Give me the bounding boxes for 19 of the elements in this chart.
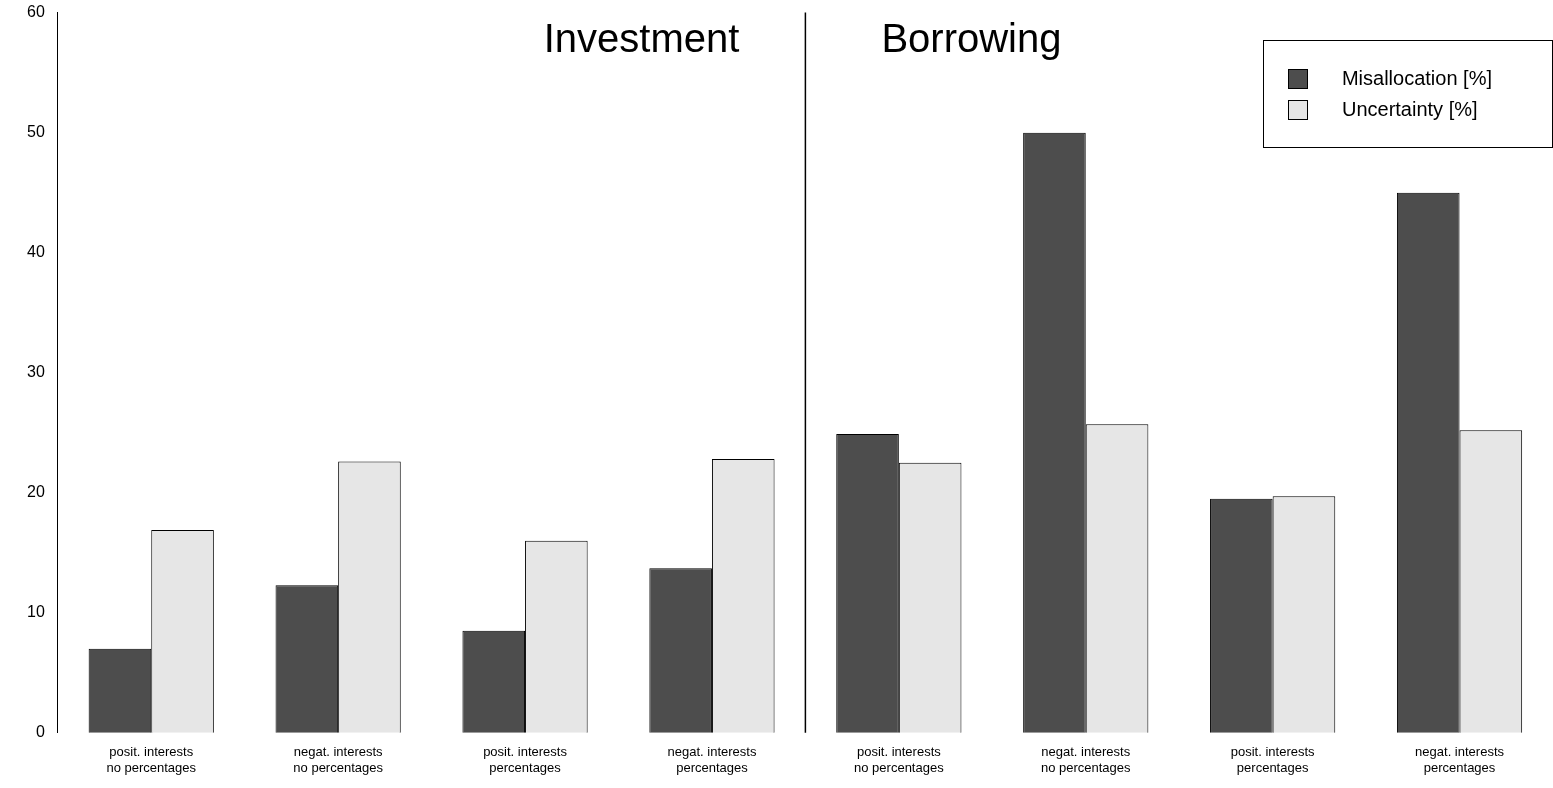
x-tick-label: negat. interests no percentages <box>293 744 384 775</box>
x-tick-label: negat. interests percentages <box>667 744 757 775</box>
x-tick-label: posit. interests no percentages <box>106 744 197 775</box>
annotation: Borrowing <box>881 15 1062 60</box>
x-tick-label: posit. interests percentages <box>1230 744 1316 775</box>
legend-label: Misallocation [%] <box>1341 67 1492 90</box>
y-tick-label: 0 <box>35 723 45 741</box>
annotation: Investment <box>543 15 740 60</box>
x-tick-label: posit. interests no percentages <box>854 744 945 775</box>
y-tick-label: 40 <box>27 243 45 261</box>
y-tick-label: 10 <box>27 603 45 621</box>
y-tick-label: 50 <box>27 123 45 141</box>
y-tick-label: 30 <box>27 363 45 381</box>
x-tick-label: posit. interests percentages <box>483 744 568 775</box>
x-tick-label: negat. interests no percentages <box>1040 744 1132 775</box>
y-tick-label: 20 <box>27 483 45 501</box>
y-tick-label: 60 <box>27 3 45 21</box>
x-tick-label: negat. interests percentages <box>1415 744 1505 775</box>
legend-label: Uncertainty [%] <box>1341 98 1478 121</box>
